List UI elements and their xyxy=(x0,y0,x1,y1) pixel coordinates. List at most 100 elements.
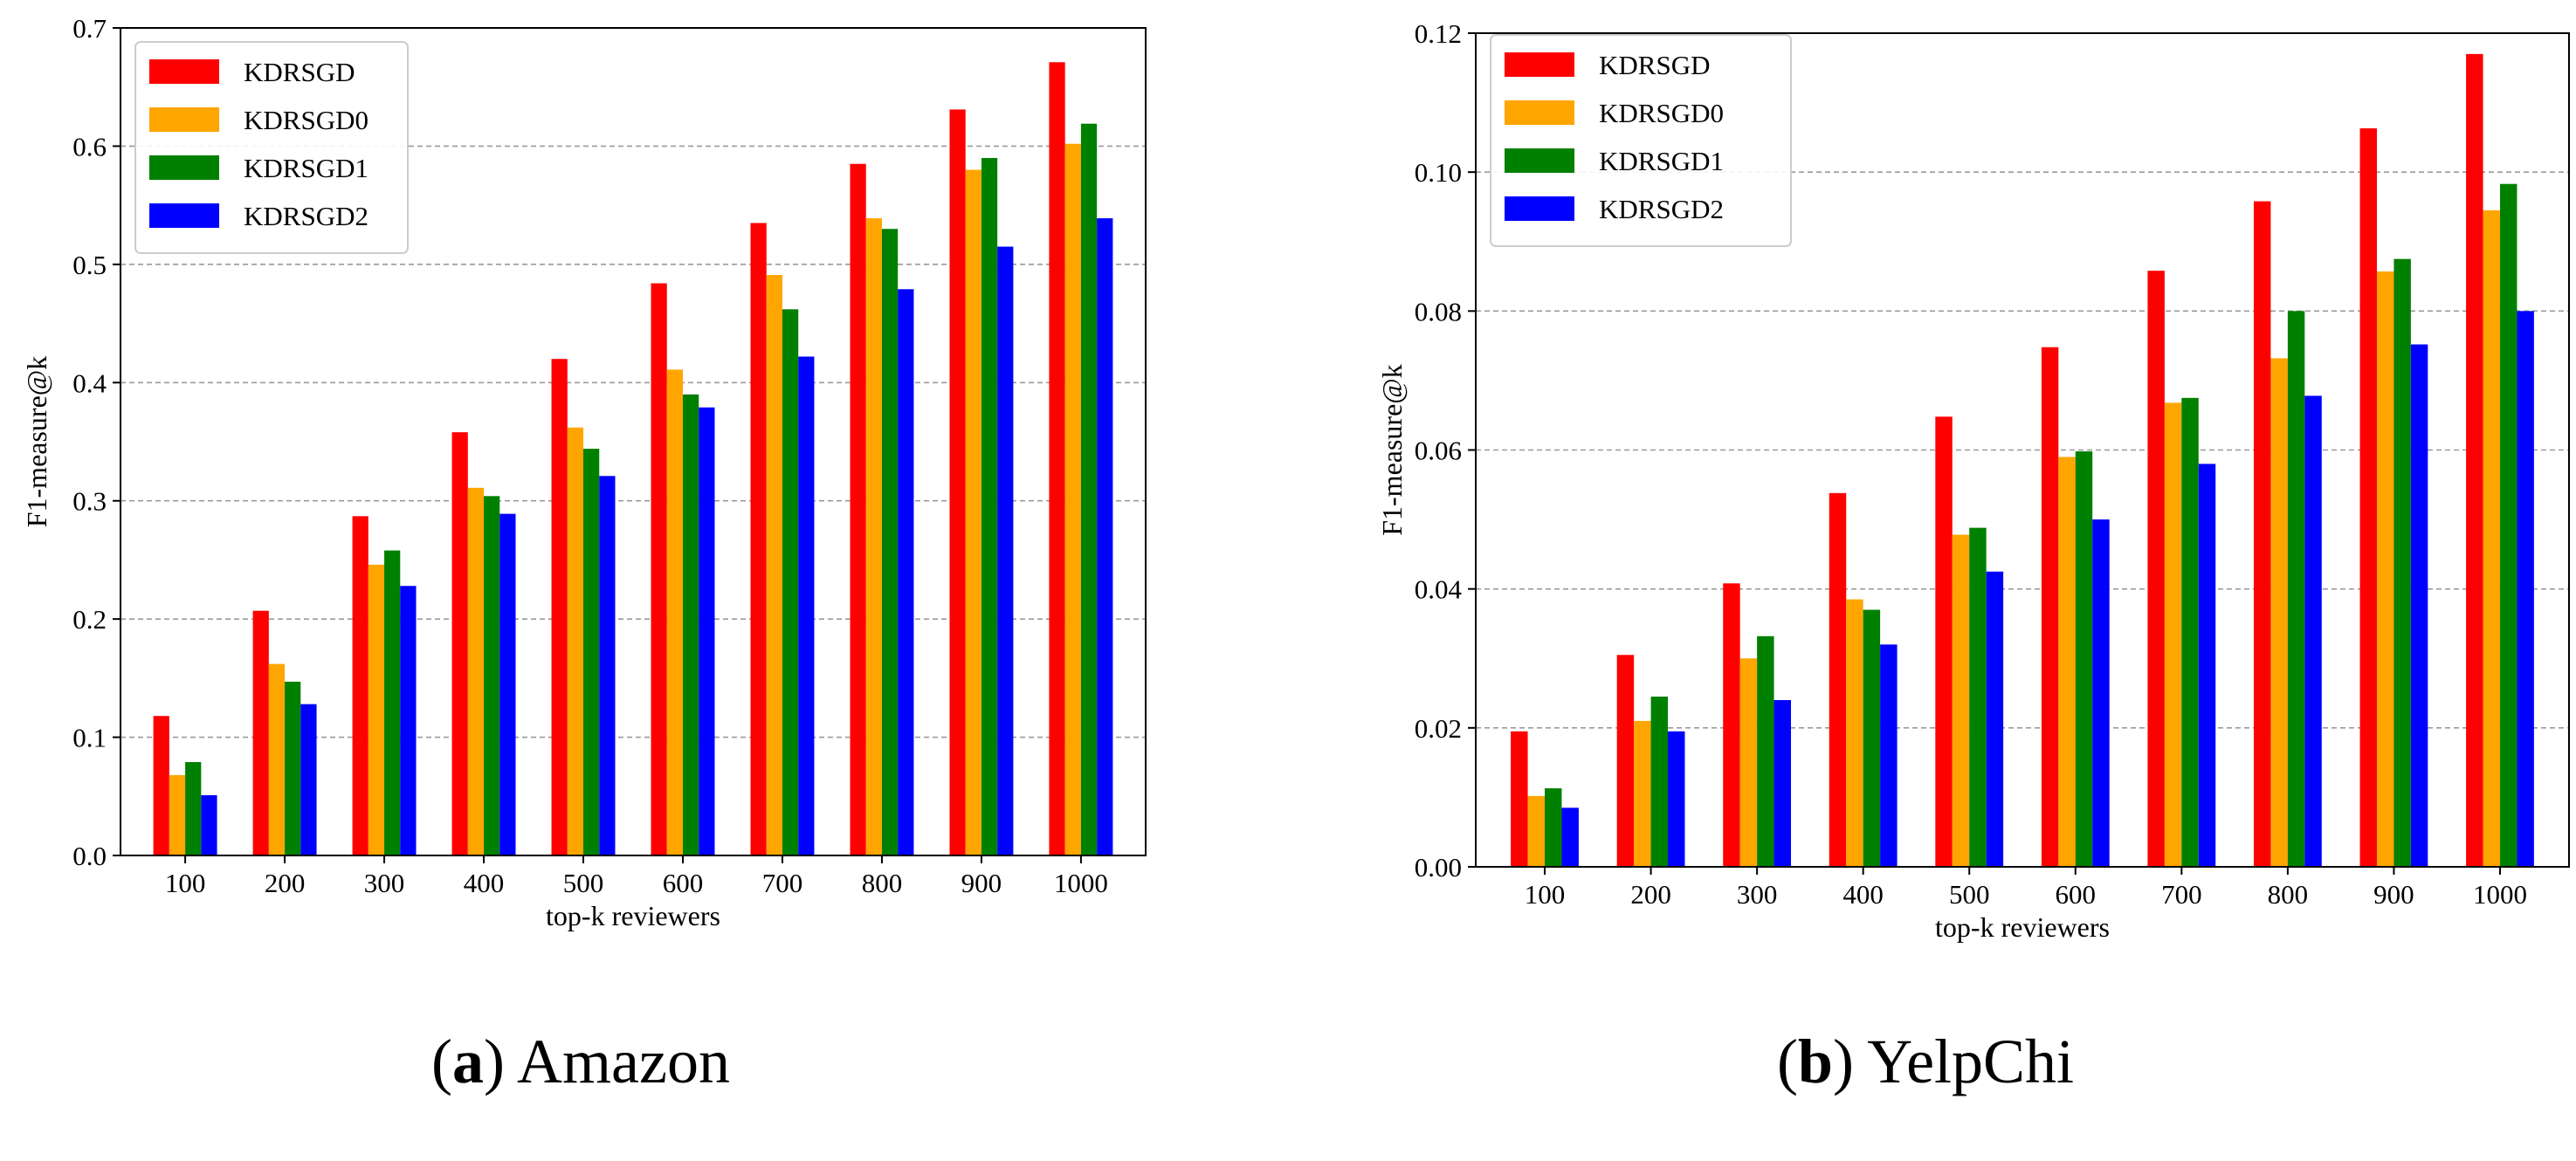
bar-kdrsgd1-100 xyxy=(1545,788,1562,867)
bar-kdrsgd0-700 xyxy=(766,275,782,855)
bar-kdrsgd2-500 xyxy=(1986,571,2004,867)
x-tick-label: 600 xyxy=(2056,879,2097,910)
y-tick-label: 0.5 xyxy=(72,250,107,280)
bar-kdrsgd-200 xyxy=(1616,655,1635,867)
bar-kdrsgd-100 xyxy=(153,716,169,855)
bar-kdrsgd0-1000 xyxy=(2483,210,2500,867)
x-tick-label: 1000 xyxy=(2473,879,2527,910)
caption-amazon: (a) Amazon xyxy=(431,1027,730,1096)
x-axis-title: top-k reviewers xyxy=(546,900,720,931)
bar-kdrsgd1-100 xyxy=(185,762,202,855)
legend-label: KDRSGD xyxy=(244,57,355,87)
bar-kdrsgd0-600 xyxy=(2058,457,2076,867)
bar-kdrsgd0-600 xyxy=(666,369,683,856)
y-tick-label: 0.6 xyxy=(72,131,107,161)
y-tick-label: 0.7 xyxy=(72,13,107,44)
bar-kdrsgd-800 xyxy=(850,163,866,855)
bar-kdrsgd2-800 xyxy=(898,289,914,856)
x-tick-label: 700 xyxy=(2161,879,2202,910)
bar-kdrsgd0-900 xyxy=(965,169,981,855)
bar-kdrsgd0-700 xyxy=(2164,402,2182,868)
legend-swatch xyxy=(149,59,219,84)
x-tick-label: 300 xyxy=(364,868,405,898)
bar-kdrsgd2-900 xyxy=(997,246,1014,855)
bar-kdrsgd1-1000 xyxy=(2499,183,2517,868)
bar-kdrsgd-400 xyxy=(1829,492,1847,867)
legend-label: KDRSGD2 xyxy=(1599,194,1724,224)
bar-kdrsgd-600 xyxy=(651,283,667,855)
x-tick-label: 600 xyxy=(663,868,704,898)
bar-kdrsgd1-900 xyxy=(981,157,998,855)
bar-kdrsgd-900 xyxy=(2359,128,2377,867)
legend-label: KDRSGD0 xyxy=(244,105,368,135)
bar-kdrsgd-300 xyxy=(1723,583,1740,867)
bar-kdrsgd1-800 xyxy=(881,229,899,855)
bar-kdrsgd0-200 xyxy=(268,663,286,855)
y-tick-label: 0.08 xyxy=(1415,296,1462,326)
y-tick-label: 0.04 xyxy=(1415,574,1463,605)
bar-kdrsgd2-900 xyxy=(2410,344,2428,867)
bar-kdrsgd-400 xyxy=(451,432,468,855)
bar-kdrsgd2-100 xyxy=(201,794,217,855)
bar-kdrsgd2-200 xyxy=(300,704,317,855)
bar-kdrsgd-500 xyxy=(1935,416,1953,867)
x-tick-label: 100 xyxy=(165,868,206,898)
bar-kdrsgd1-400 xyxy=(484,496,500,855)
x-tick-label: 300 xyxy=(1737,879,1778,910)
x-tick-label: 700 xyxy=(762,868,803,898)
bar-kdrsgd2-800 xyxy=(2304,395,2322,867)
x-tick-label: 100 xyxy=(1525,879,1566,910)
panel-amazon: 0.0 0.1 0.2 0.3 0.4 0.5 0.6 0.7 100 200 300 400 500 6… xyxy=(21,13,1147,931)
bar-kdrsgd2-200 xyxy=(1668,731,1685,867)
plot-frame xyxy=(120,27,1147,856)
legend-label: KDRSGD1 xyxy=(1599,146,1724,176)
y-tick-label: 0.02 xyxy=(1415,713,1462,744)
bar-kdrsgd-300 xyxy=(352,516,368,855)
bar-kdrsgd1-600 xyxy=(682,394,699,855)
bar-kdrsgd1-500 xyxy=(583,449,600,855)
bar-kdrsgd-700 xyxy=(2147,271,2165,867)
bar-kdrsgd1-500 xyxy=(1969,527,1987,867)
bar-kdrsgd0-1000 xyxy=(1064,143,1081,856)
bar-kdrsgd0-800 xyxy=(865,218,882,856)
y-tick-label: 0.1 xyxy=(72,723,107,753)
bar-kdrsgd1-600 xyxy=(2075,451,2093,867)
x-tick-label: 900 xyxy=(961,868,1002,898)
x-tick-label: 500 xyxy=(563,868,604,898)
caption-text: Amazon xyxy=(517,1027,730,1096)
legend: KDRSGD KDRSGD0 KDRSGD1 KDRSGD2 xyxy=(134,41,409,254)
bar-kdrsgd-100 xyxy=(1511,731,1528,867)
bar-kdrsgd2-600 xyxy=(2092,519,2110,867)
x-tick-label: 400 xyxy=(1842,879,1884,910)
bar-kdrsgd1-800 xyxy=(2287,311,2305,867)
y-tick-label: 0.10 xyxy=(1415,157,1462,188)
x-axis-title: top-k reviewers xyxy=(1935,911,2110,943)
bar-kdrsgd-600 xyxy=(2041,347,2059,867)
bar-kdrsgd-700 xyxy=(750,223,767,855)
x-tick-label: 900 xyxy=(2373,879,2414,910)
bar-kdrsgd0-500 xyxy=(1952,534,1970,867)
bar-kdrsgd2-100 xyxy=(1561,807,1579,867)
bar-kdrsgd1-400 xyxy=(1863,609,1881,867)
bar-kdrsgd0-400 xyxy=(467,487,485,855)
legend-swatch xyxy=(1505,52,1574,77)
bar-kdrsgd0-100 xyxy=(1527,795,1546,867)
bar-kdrsgd1-900 xyxy=(2393,258,2411,867)
y-tick-label: 0.06 xyxy=(1415,436,1462,466)
caption-text: YelpChi xyxy=(1867,1027,2075,1096)
caption-letter: a xyxy=(452,1027,485,1096)
bar-kdrsgd-500 xyxy=(551,359,568,855)
bar-kdrsgd0-100 xyxy=(169,774,186,855)
bar-kdrsgd1-200 xyxy=(1650,697,1669,867)
y-tick-label: 0.0 xyxy=(72,841,107,871)
legend-swatch xyxy=(1505,196,1574,221)
legend-box xyxy=(1490,34,1792,247)
bar-kdrsgd2-1000 xyxy=(1097,218,1113,856)
legend-box xyxy=(134,41,409,254)
bar-kdrsgd0-900 xyxy=(2376,271,2394,867)
x-tick-label: 1000 xyxy=(1054,868,1108,898)
plot-frame xyxy=(1475,32,2570,868)
y-tick-label: 0.00 xyxy=(1415,852,1462,883)
y-axis-title: F1-measure@k xyxy=(21,356,52,528)
